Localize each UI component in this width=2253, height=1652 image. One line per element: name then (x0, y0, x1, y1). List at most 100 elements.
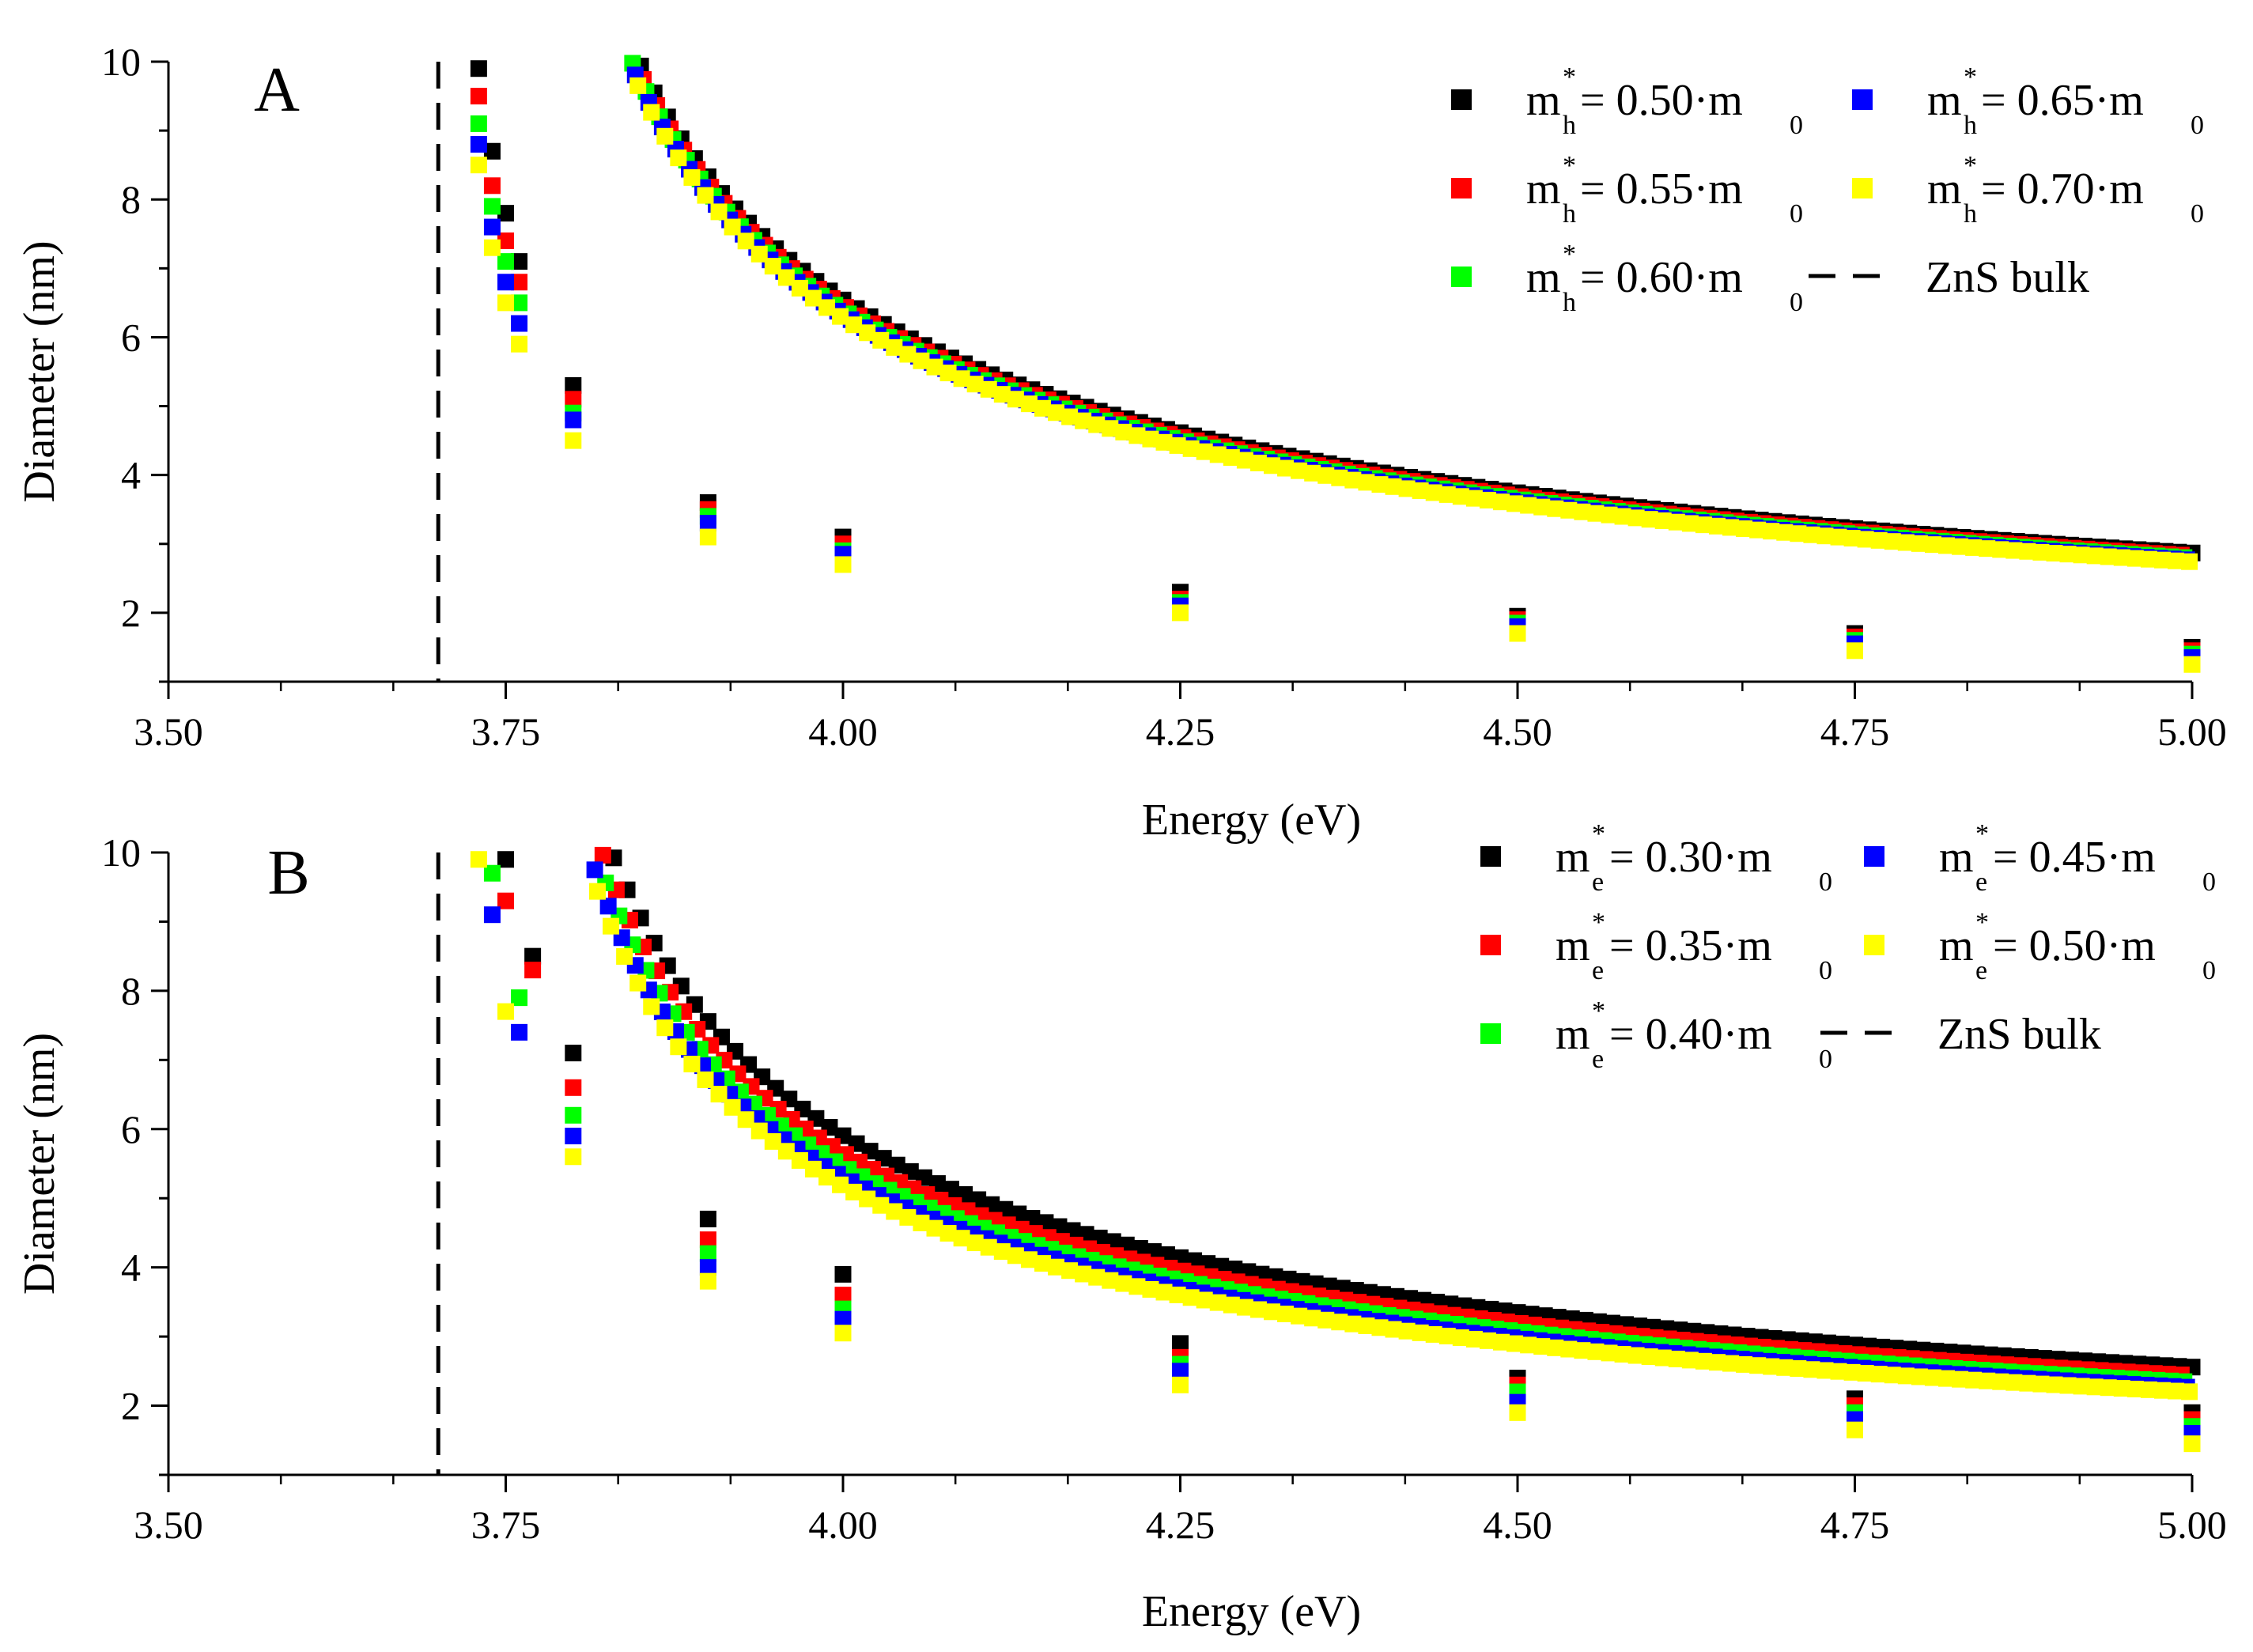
legend-marker (1451, 267, 1472, 287)
data-point (1547, 1339, 1564, 1356)
data-point (483, 864, 501, 882)
data-point (913, 1214, 930, 1231)
data-point (1398, 1322, 1416, 1340)
data-point (699, 1259, 716, 1276)
data-point (1249, 1301, 1267, 1318)
data-point (470, 157, 487, 174)
data-point (697, 187, 714, 204)
data-point (1924, 1369, 1941, 1386)
data-point (1627, 1347, 1645, 1364)
data-point (497, 205, 514, 222)
y-axis-label: Diameter (nm) (15, 240, 64, 502)
data-point (565, 1148, 582, 1166)
data-point (1061, 1262, 1079, 1280)
legend-superscript: * (1563, 62, 1576, 92)
data-point (683, 168, 701, 186)
data-point (1830, 528, 1847, 546)
data-point (697, 1071, 714, 1088)
data-point (1776, 1359, 1794, 1376)
data-point (1547, 500, 1564, 517)
data-point (1533, 498, 1551, 516)
data-point (670, 1038, 687, 1056)
y-tick-label: 6 (121, 315, 141, 359)
data-point (913, 352, 930, 369)
legend-subscript: h (1563, 111, 1576, 140)
data-point (993, 1243, 1011, 1261)
data-point (1601, 1344, 1618, 1362)
data-point (1249, 454, 1267, 471)
legend-marker (1864, 846, 1884, 867)
legend-subscript-zero: 0 (2202, 956, 2216, 985)
data-point (1236, 1299, 1253, 1316)
legend-subscript: h (1563, 199, 1576, 229)
data-point (1155, 1283, 1173, 1301)
data-point (777, 269, 795, 286)
data-point (1938, 537, 1956, 554)
data-point (834, 1310, 852, 1328)
data-point (483, 906, 501, 924)
y-axis-label: Diameter (nm) (15, 1033, 64, 1295)
y-tick-label: 4 (121, 453, 141, 497)
data-point (1385, 1321, 1402, 1338)
y-tick-label: 10 (101, 830, 141, 875)
data-point (2126, 550, 2144, 567)
data-point (1847, 642, 1863, 660)
data-point (1371, 1319, 1389, 1336)
data-point (565, 432, 582, 449)
legend-marker (1451, 89, 1472, 110)
data-point (1695, 516, 1712, 534)
data-point (1506, 495, 1524, 512)
data-point (1601, 506, 1618, 524)
data-point (511, 274, 528, 291)
data-point (1574, 1342, 1591, 1359)
x-tick-label: 4.50 (1483, 709, 1552, 754)
data-point (565, 1079, 582, 1096)
data-point (1992, 1373, 2009, 1390)
data-point (1641, 511, 1658, 528)
data-point (470, 136, 487, 153)
data-point (1438, 486, 1456, 503)
data-point (1587, 505, 1605, 522)
data-point (1128, 427, 1146, 444)
data-point (845, 316, 863, 334)
data-point (1182, 1289, 1200, 1306)
data-point (1088, 416, 1106, 433)
legend-item-mh065: mh * = 0.65·m 0 (1852, 62, 2204, 140)
data-point (939, 1225, 957, 1242)
data-point (1681, 515, 1699, 532)
data-point (1870, 1366, 1888, 1383)
data-point (1924, 536, 1941, 554)
data-point (1614, 508, 1631, 525)
data-point (1763, 1358, 1780, 1375)
legend-value: = 0.50·m (1580, 76, 1743, 125)
data-point (1843, 1363, 1861, 1381)
data-point (1412, 482, 1429, 499)
data-point (1465, 1330, 1483, 1348)
data-point (616, 947, 633, 965)
legend-item-me050: me * = 0.50·m 0 (1864, 908, 2216, 985)
legend-subscript-zero: 0 (2191, 111, 2204, 140)
data-point (724, 1098, 741, 1116)
data-point (1172, 1363, 1189, 1380)
data-point (1952, 538, 1969, 555)
data-point (1452, 1329, 1469, 1346)
data-point (1048, 1258, 1065, 1276)
data-point (859, 1190, 876, 1208)
data-point (683, 1056, 701, 1073)
data-point (511, 989, 528, 1007)
data-point (1223, 1296, 1240, 1314)
data-point (1371, 476, 1389, 493)
data-point (1452, 488, 1469, 505)
data-point (2059, 1377, 2077, 1394)
data-point (845, 1183, 863, 1200)
x-tick-label: 4.50 (1483, 1503, 1552, 1547)
legend-subscript: h (1964, 111, 1977, 140)
data-point (1493, 1333, 1510, 1351)
data-point (470, 60, 487, 77)
legend-item-mh060: mh * = 0.60·m 0 (1451, 240, 1803, 317)
legend-subscript-zero: 0 (1790, 111, 1803, 140)
data-point (1560, 1340, 1578, 1358)
data-point (2113, 1380, 2130, 1397)
y-tick-label: 10 (101, 40, 141, 84)
